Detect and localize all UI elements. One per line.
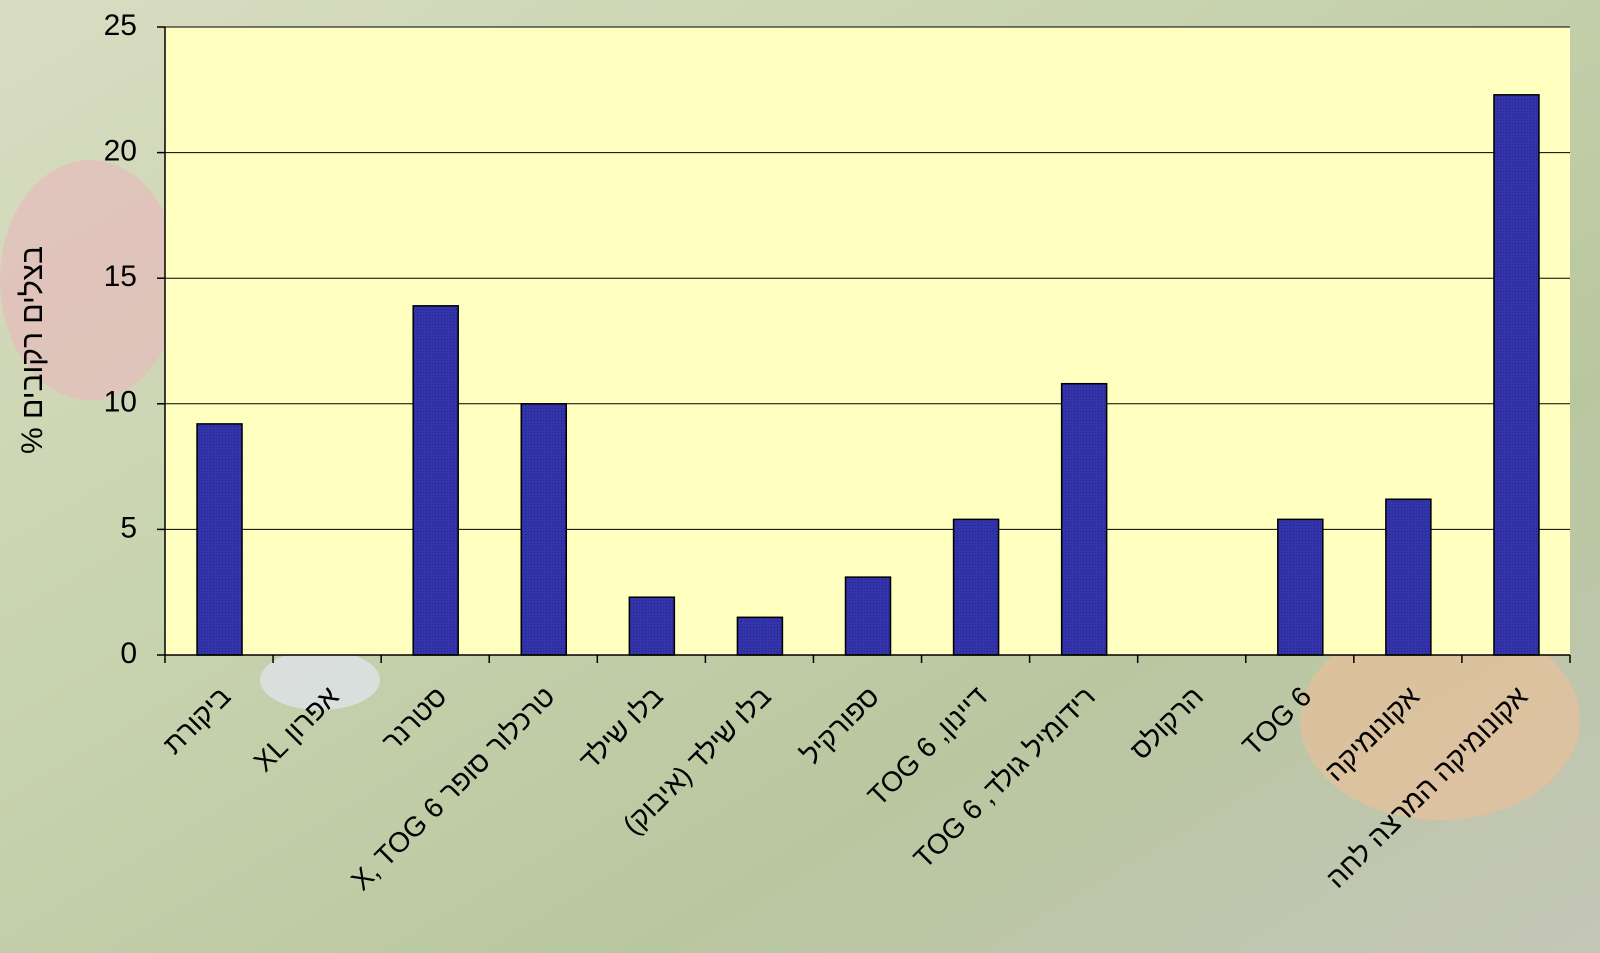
bar xyxy=(1385,498,1432,656)
bar xyxy=(1277,518,1324,656)
y-tick-label: 10 xyxy=(104,386,137,419)
bar xyxy=(844,576,892,656)
background-flower xyxy=(0,160,180,400)
y-tick-label: 25 xyxy=(104,9,137,42)
bar xyxy=(1493,94,1540,656)
y-tick-label: 15 xyxy=(104,260,137,293)
y-tick-label: 5 xyxy=(120,511,137,544)
bar xyxy=(412,305,459,656)
bar xyxy=(520,403,568,656)
bar xyxy=(628,596,676,656)
bar xyxy=(952,518,1000,656)
y-tick-label: 20 xyxy=(104,135,137,168)
bar xyxy=(196,423,243,656)
y-tick-label: 0 xyxy=(120,637,137,670)
background-flower xyxy=(260,650,380,710)
bar xyxy=(736,616,784,656)
y-axis-label: בצלים רקובים % xyxy=(16,246,49,454)
bar xyxy=(1060,382,1108,656)
background-flower xyxy=(1300,620,1580,820)
plot-area xyxy=(165,27,1570,655)
